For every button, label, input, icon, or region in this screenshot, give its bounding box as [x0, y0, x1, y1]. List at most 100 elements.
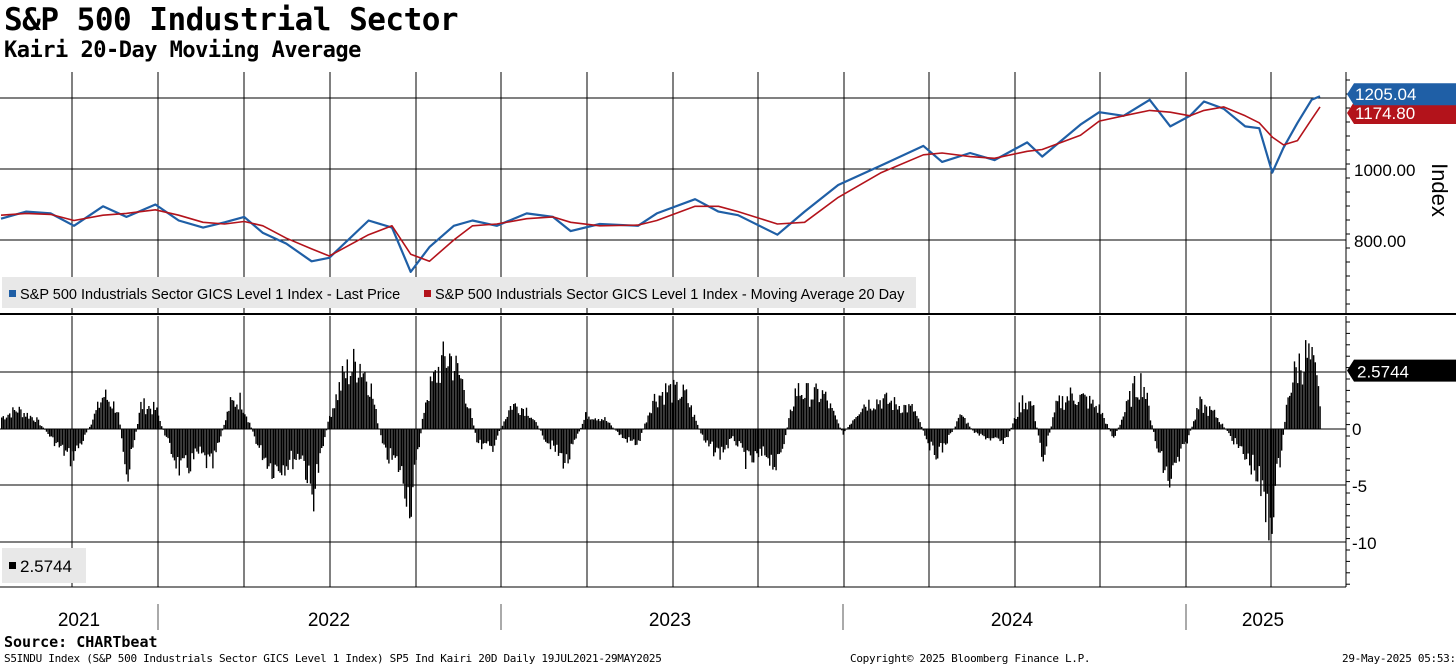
kairi-bar	[1057, 401, 1059, 429]
kairi-bar	[455, 355, 457, 429]
kairi-bar	[361, 377, 363, 429]
kairi-bar	[1204, 404, 1206, 429]
kairi-bar	[1063, 409, 1065, 429]
kairi-bar	[773, 429, 776, 467]
kairi-bar	[732, 429, 734, 437]
kairi-bar	[1263, 429, 1265, 492]
kairi-bar	[1300, 370, 1302, 429]
value-tag-shape	[1347, 359, 1456, 382]
kairi-bar	[826, 400, 828, 429]
kairi-bar	[684, 390, 686, 429]
kairi-bar	[753, 429, 755, 463]
kairi-bar	[1220, 424, 1222, 429]
kairi-bar	[425, 402, 427, 429]
kairi-bar	[1295, 367, 1297, 429]
kairi-bar	[1113, 429, 1115, 438]
kairi-bar	[861, 408, 864, 429]
kairi-bar	[725, 429, 728, 445]
kairi-bar	[1191, 426, 1193, 429]
kairi-bar	[1218, 422, 1220, 429]
kairi-bar	[722, 429, 724, 453]
kairi-bar	[1034, 421, 1036, 429]
kairi-bar	[95, 410, 97, 429]
kairi-bar	[401, 429, 403, 467]
kairi-bar	[308, 429, 310, 466]
kairi-bar	[882, 398, 884, 429]
kairi-bar	[44, 429, 46, 430]
kairi-bar	[767, 429, 769, 459]
kairi-bar	[578, 429, 580, 432]
kairi-bar	[1245, 429, 1248, 460]
kairi-bar	[23, 413, 25, 429]
kairi-bar	[975, 429, 977, 433]
kairi-bar	[50, 429, 52, 437]
kairi-bar	[626, 429, 628, 443]
kairi-bar	[1202, 412, 1204, 429]
kairi-bar	[999, 429, 1001, 442]
kairi-bar	[52, 429, 54, 438]
kairi-bar	[426, 400, 428, 429]
kairi-bar	[1041, 429, 1043, 457]
kairi-bar	[1117, 427, 1120, 429]
kairi-bar	[930, 429, 932, 442]
kairi-bar	[1082, 393, 1084, 429]
kairi-bar	[1165, 429, 1168, 467]
kairi-bar	[77, 429, 80, 449]
kairi-bar	[1313, 355, 1315, 429]
kairi-bar	[1257, 429, 1259, 482]
kairi-bar	[370, 383, 372, 429]
kairi-bar	[617, 429, 619, 432]
kairi-bar	[729, 429, 731, 439]
kairi-bar	[1061, 396, 1064, 429]
kairi-bar	[501, 425, 504, 429]
kairi-bar	[82, 429, 84, 441]
kairi-bar	[436, 382, 438, 429]
kairi-bar	[533, 420, 536, 429]
kairi-bar	[751, 429, 753, 463]
kairi-bar	[1226, 429, 1228, 431]
kairi-bar	[868, 399, 870, 429]
kairi-bar	[1149, 420, 1152, 429]
kairi-bar	[493, 429, 496, 446]
kairi-bar	[479, 429, 481, 440]
footer-timestamp: 29-May-2025 05:53:50	[1342, 652, 1456, 665]
kairi-bar	[1271, 429, 1273, 534]
kairi-bar	[540, 429, 542, 431]
kairi-bar	[1260, 429, 1262, 497]
kairi-bar	[298, 429, 300, 460]
kairi-bar	[489, 429, 491, 446]
kairi-bar	[463, 390, 465, 429]
kairi-bar	[447, 366, 449, 429]
kairi-bar	[1025, 402, 1027, 429]
kairi-bar	[1217, 418, 1219, 429]
kairi-bar	[1044, 429, 1046, 455]
kairi-bar	[530, 417, 532, 429]
kairi-bar	[253, 429, 256, 437]
kairi-bar	[87, 429, 89, 430]
kairi-bar	[954, 426, 956, 429]
kairi-bar	[282, 429, 284, 466]
kairi-bar	[79, 429, 81, 444]
kairi-bar	[71, 429, 73, 452]
kairi-bar	[141, 409, 144, 429]
kairi-bar	[1154, 429, 1156, 442]
kairi-bar	[594, 418, 596, 429]
kairi-bar	[841, 429, 843, 431]
kairi-bar	[876, 399, 878, 429]
kairi-bar	[317, 429, 320, 473]
kairi-bar	[476, 429, 478, 443]
kairi-bar	[949, 429, 952, 434]
kairi-bar	[1274, 429, 1276, 486]
kairi-bar	[506, 416, 508, 429]
kairi-bar	[831, 408, 833, 429]
value-tag-shape	[1347, 83, 1456, 106]
kairi-bar	[1095, 405, 1097, 429]
kairi-bar	[394, 429, 396, 458]
kairi-bar	[1281, 429, 1283, 451]
kairi-bar	[244, 414, 246, 429]
kairi-bar	[597, 419, 600, 429]
kairi-bar	[247, 422, 249, 429]
kairi-bar	[292, 429, 294, 470]
kairi-bar	[1303, 371, 1305, 429]
kairi-bar	[1013, 418, 1016, 429]
